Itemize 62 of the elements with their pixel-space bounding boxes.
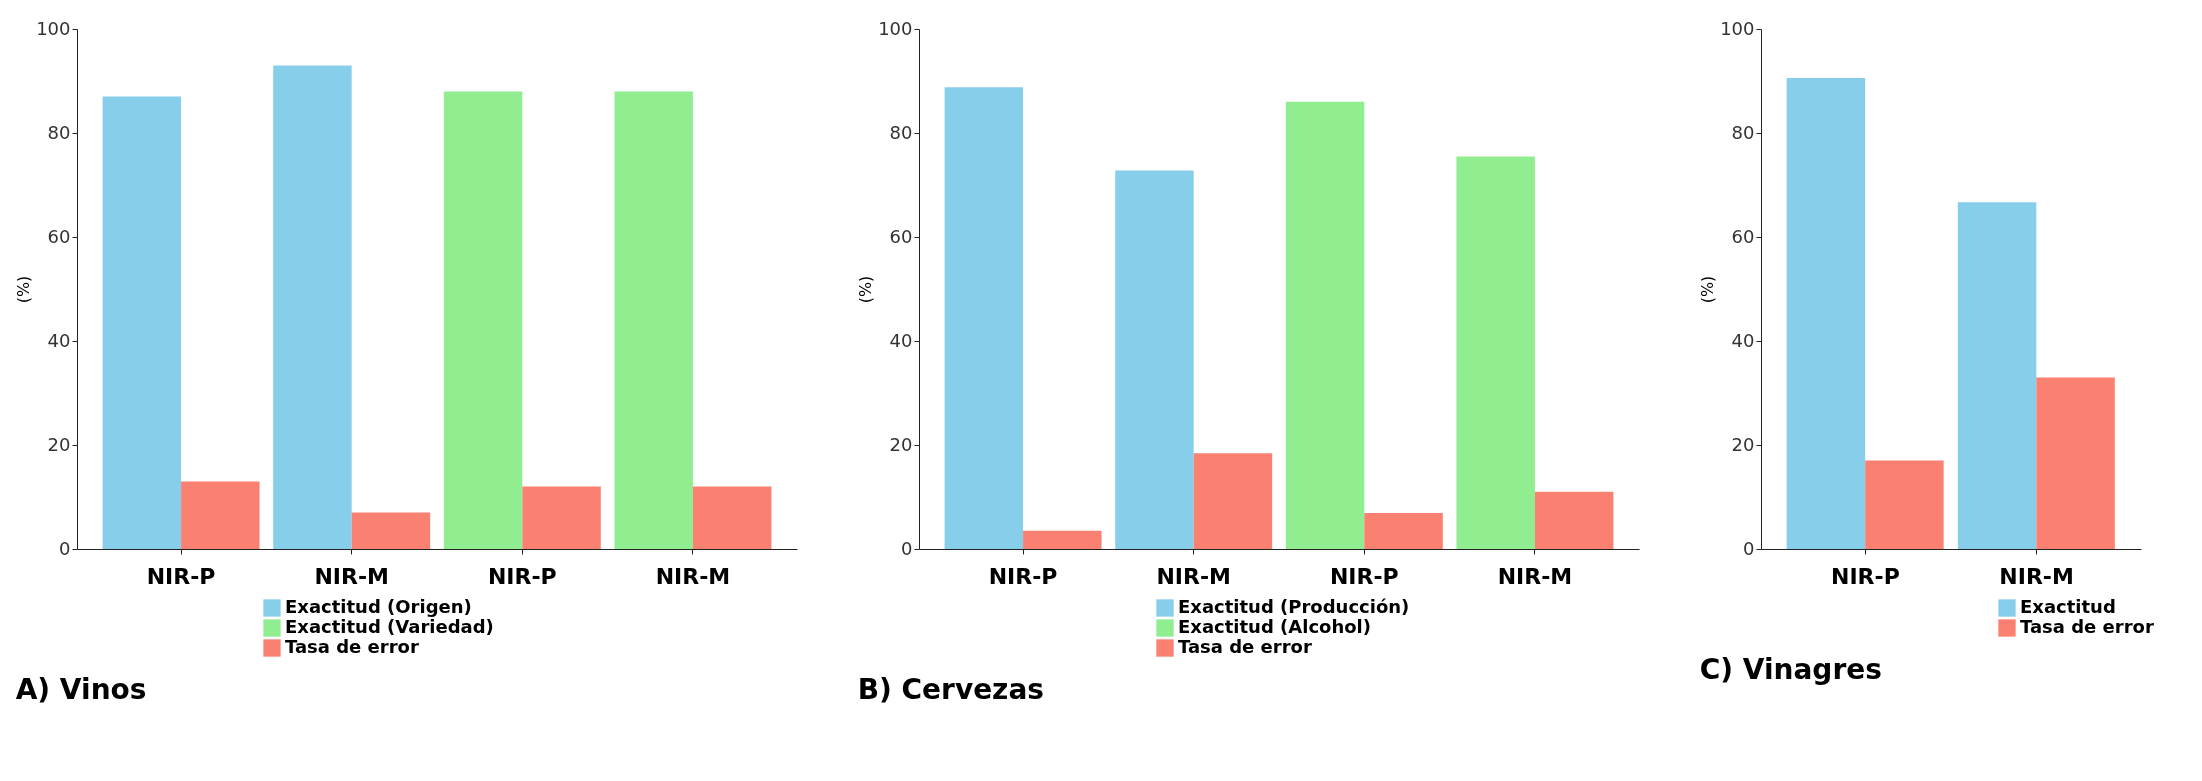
y-tick-label: 80 bbox=[47, 121, 71, 143]
y-tick-label: 20 bbox=[47, 433, 71, 455]
bar bbox=[1957, 202, 2037, 549]
text: A) Vinos bbox=[15, 673, 147, 706]
bar bbox=[102, 96, 182, 549]
bar bbox=[1115, 170, 1194, 549]
bar bbox=[1023, 530, 1102, 549]
y-axis-title: (%) bbox=[856, 275, 876, 304]
y-tick-label: 100 bbox=[36, 17, 71, 39]
bar bbox=[614, 91, 693, 549]
bar bbox=[1193, 453, 1273, 549]
bar bbox=[944, 87, 1024, 549]
y-tick-label: 20 bbox=[889, 433, 913, 455]
bar bbox=[1285, 101, 1365, 549]
y-tick-label: 60 bbox=[1731, 225, 1755, 247]
bar bbox=[351, 512, 431, 549]
y-tick-label: 0 bbox=[901, 537, 913, 559]
x-tick-label: NIR-M bbox=[1156, 563, 1231, 589]
y-axis-title: (%) bbox=[14, 275, 34, 304]
x-tick-label: NIR-M bbox=[314, 563, 389, 589]
y-tick-label: 0 bbox=[59, 537, 71, 559]
y-tick-label: 100 bbox=[878, 17, 913, 39]
legend-label: Exactitud bbox=[2020, 596, 2116, 617]
x-tick-label: NIR-P bbox=[1329, 563, 1399, 589]
y-tick-label: 40 bbox=[889, 329, 913, 351]
y-tick-label: 80 bbox=[889, 121, 913, 143]
text: C) Vinagres bbox=[1699, 653, 1882, 686]
x-tick-label: NIR-M bbox=[655, 563, 731, 589]
bar bbox=[181, 481, 260, 549]
y-tick-label: 60 bbox=[47, 225, 71, 247]
bar bbox=[1786, 77, 1866, 549]
x-tick-label: NIR-P bbox=[146, 563, 216, 589]
bar bbox=[522, 486, 601, 549]
legend-label: Exactitud (Variedad) bbox=[285, 616, 494, 637]
bar bbox=[443, 91, 523, 549]
bar bbox=[1865, 460, 1944, 549]
bar bbox=[692, 486, 772, 549]
x-tick-label: NIR-P bbox=[487, 563, 557, 589]
y-tick-label: 80 bbox=[1731, 121, 1755, 143]
x-tick-label: NIR-M bbox=[1999, 563, 2074, 589]
bar bbox=[1456, 156, 1535, 549]
bar bbox=[1534, 491, 1614, 549]
y-tick-label: 60 bbox=[889, 225, 913, 247]
legend-label: Tasa de error bbox=[2020, 616, 2154, 637]
legend-label: Tasa de error bbox=[285, 636, 419, 657]
y-tick-label: 40 bbox=[47, 329, 71, 351]
text: B) Cervezas bbox=[857, 673, 1044, 706]
y-axis-title: (%) bbox=[1698, 275, 1718, 304]
bar bbox=[2036, 377, 2115, 549]
legend-label: Exactitud (Origen) bbox=[285, 596, 472, 617]
y-tick-label: 20 bbox=[1731, 433, 1755, 455]
y-tick-label: 0 bbox=[1743, 537, 1755, 559]
x-tick-label: NIR-P bbox=[1831, 563, 1900, 589]
legend-label: Exactitud (Producción) bbox=[1178, 596, 1410, 617]
bar bbox=[273, 65, 352, 549]
y-tick-label: 100 bbox=[1720, 17, 1755, 39]
x-tick-label: NIR-M bbox=[1497, 563, 1573, 589]
x-tick-label: NIR-P bbox=[988, 563, 1058, 589]
legend-label: Exactitud (Alcohol) bbox=[1178, 616, 1372, 637]
bar bbox=[1364, 513, 1443, 549]
y-tick-label: 40 bbox=[1731, 329, 1755, 351]
legend-label: Tasa de error bbox=[1178, 636, 1312, 657]
